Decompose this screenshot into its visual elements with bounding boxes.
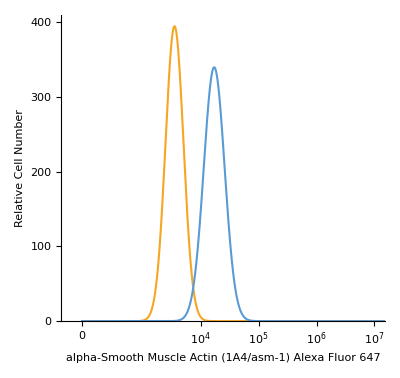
Y-axis label: Relative Cell Number: Relative Cell Number bbox=[15, 109, 25, 227]
X-axis label: alpha-Smooth Muscle Actin (1A4/asm-1) Alexa Fluor 647: alpha-Smooth Muscle Actin (1A4/asm-1) Al… bbox=[66, 353, 380, 363]
